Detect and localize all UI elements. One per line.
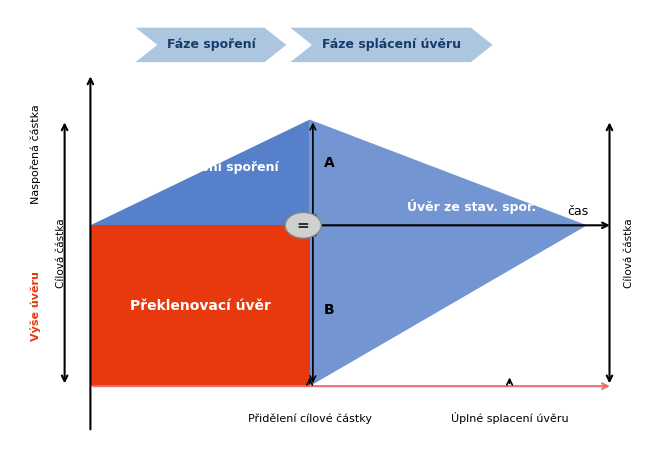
Polygon shape — [290, 28, 493, 62]
Text: Stavební spoření: Stavební spoření — [160, 161, 279, 174]
Text: Cílová částka: Cílová částka — [624, 218, 634, 287]
Text: A: A — [324, 156, 334, 170]
Text: Přidělení cílové částky: Přidělení cílové částky — [247, 413, 372, 424]
Text: čas: čas — [568, 205, 589, 218]
Text: Naspořená částka: Naspořená částka — [30, 104, 41, 204]
Circle shape — [285, 212, 321, 238]
Text: Úvěr ze stav. spoř.: Úvěr ze stav. spoř. — [407, 199, 536, 214]
Polygon shape — [136, 28, 286, 62]
Text: Překlenovací úvěr: Překlenovací úvěr — [130, 299, 270, 313]
Text: Cílová částka: Cílová částka — [57, 218, 66, 287]
Text: =: = — [297, 218, 309, 233]
Polygon shape — [310, 120, 587, 386]
Text: Výše úvěru: Výše úvěru — [30, 271, 41, 340]
Text: Úplné splacení úvěru: Úplné splacení úvěru — [451, 412, 569, 424]
Text: Fáze splácení úvěru: Fáze splácení úvěru — [322, 38, 461, 52]
Text: B: B — [324, 303, 334, 318]
Polygon shape — [90, 120, 310, 225]
Text: Fáze spoření: Fáze spoření — [166, 38, 255, 52]
Polygon shape — [90, 225, 310, 386]
